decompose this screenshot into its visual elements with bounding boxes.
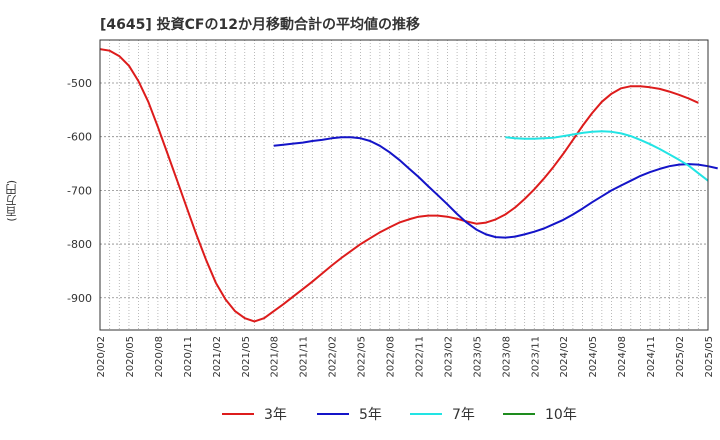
- legend-swatch: [503, 413, 535, 415]
- legend-label: 3年: [264, 407, 287, 423]
- x-tick-label: 2022/11: [414, 336, 425, 378]
- x-tick-label: 2020/05: [125, 336, 136, 378]
- y-tick-label: -600: [67, 131, 92, 144]
- y-tick-label: -500: [67, 77, 92, 90]
- legend-label: 10年: [545, 407, 577, 423]
- plot-frame: [99, 39, 709, 331]
- x-tick-label: 2025/02: [675, 336, 686, 378]
- y-tick-labels: -500 -600 -700 -800 -900: [67, 77, 92, 305]
- x-tick-label: 2021/08: [270, 336, 281, 378]
- series-lines: [99, 48, 718, 323]
- y-tick-label: -900: [67, 292, 92, 305]
- legend-swatch: [222, 413, 254, 415]
- y-tick-label: -800: [67, 238, 92, 251]
- series-line-7年: [505, 130, 709, 182]
- x-tick-label: 2023/11: [530, 336, 541, 378]
- legend-item: 5年: [317, 402, 382, 426]
- x-tick-label: 2020/02: [96, 336, 107, 378]
- legend-item: 10年: [503, 402, 577, 426]
- x-tick-label: 2024/08: [617, 336, 628, 378]
- x-tick-label: 2023/05: [472, 336, 483, 378]
- x-tick-label: 2022/08: [386, 336, 397, 378]
- legend-swatch: [317, 413, 349, 415]
- legend-label: 7年: [452, 407, 475, 423]
- series-line-3年: [99, 48, 699, 323]
- chart-title: [4645] 投資CFの12か月移動合計の平均値の推移: [100, 17, 420, 33]
- legend-item: 7年: [410, 402, 475, 426]
- x-tick-label: 2021/05: [241, 336, 252, 378]
- legend-swatch: [410, 413, 442, 415]
- legend-label: 5年: [359, 407, 382, 423]
- x-tick-label: 2022/02: [328, 336, 339, 378]
- x-tick-label: 2021/11: [299, 336, 310, 378]
- x-tick-label: 2022/05: [357, 336, 368, 378]
- x-tick-label: 2024/05: [588, 336, 599, 378]
- x-tick-label: 2024/11: [646, 336, 657, 378]
- x-tick-labels: 2020/02 2020/05 2020/08 2020/11 2021/02 2021/…: [96, 336, 715, 378]
- x-tick-label: 2023/02: [443, 336, 454, 378]
- y-tick-label: -700: [67, 184, 92, 197]
- x-tick-label: 2020/08: [154, 336, 165, 378]
- x-tick-label: 2020/11: [183, 336, 194, 378]
- x-tick-label: 2021/02: [212, 336, 223, 378]
- x-tick-label: 2023/08: [501, 336, 512, 378]
- x-tick-label: 2024/02: [559, 336, 570, 378]
- x-tick-label: 2025/05: [704, 336, 715, 378]
- legend: 3年 5年 7年 10年: [0, 402, 720, 426]
- legend-item: 3年: [222, 402, 287, 426]
- series-line-5年: [273, 136, 718, 239]
- grid-lines: [99, 40, 709, 330]
